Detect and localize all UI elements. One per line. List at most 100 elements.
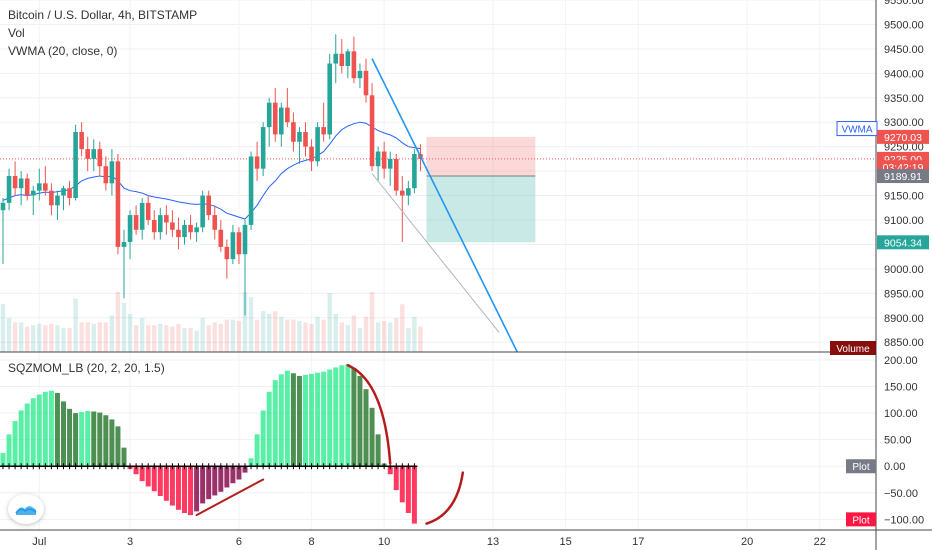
momentum-bar: [369, 407, 375, 467]
candle: [206, 190, 211, 220]
momentum-tick-label: 50.00: [884, 435, 912, 447]
momentum-bar: [61, 401, 66, 467]
candle-body: [188, 224, 193, 233]
candle-body: [254, 156, 260, 169]
price-tick-label: 9400.00: [884, 68, 924, 80]
volume-bar: [260, 311, 266, 352]
time-tick-label: 15: [560, 536, 572, 548]
volume-bar: [18, 322, 24, 352]
candle: [369, 83, 375, 172]
candle: [351, 36, 357, 84]
momentum-bar: [79, 412, 85, 467]
momentum-bar: [303, 374, 308, 467]
volume-bar: [182, 328, 187, 352]
squeeze-momentum-label: SQZMOM_LB (20, 2, 20, 1.5): [8, 361, 165, 375]
volume-indicator-label: Vol: [8, 26, 25, 40]
volume-bar: [12, 322, 18, 352]
momentum-bar: [224, 466, 230, 488]
candle-body: [145, 202, 151, 220]
candle-body: [351, 51, 357, 79]
candle-body: [285, 107, 290, 123]
candle: [133, 205, 139, 235]
price-tick-label: 9500.00: [884, 19, 924, 31]
candle: [254, 141, 260, 181]
candle: [85, 136, 90, 172]
momentum-tick-label: 0.00: [884, 461, 905, 473]
candle-body: [139, 202, 145, 230]
volume-bar: [242, 292, 248, 352]
candle-body: [30, 190, 36, 196]
candle-body: [321, 127, 326, 135]
volume-bar: [321, 319, 326, 352]
price-axis-background: [876, 0, 932, 550]
volume-bar: [200, 318, 205, 352]
candle: [188, 215, 193, 240]
momentum-bar: [200, 466, 206, 504]
candle: [375, 146, 381, 181]
candle: [248, 151, 254, 230]
time-tick-label: 10: [378, 536, 390, 548]
candle: [103, 156, 109, 191]
candle: [6, 168, 12, 211]
candle: [291, 112, 296, 152]
volume-bar: [139, 318, 145, 352]
candle-body: [79, 132, 84, 150]
candle-body: [248, 156, 254, 225]
candle-body: [73, 132, 78, 198]
momentum-bar: [321, 371, 327, 467]
candle: [321, 102, 326, 142]
candle: [357, 63, 363, 88]
candle-body: [12, 176, 18, 189]
time-tick-label: 20: [741, 536, 753, 548]
momentum-bar: [6, 434, 12, 467]
candle: [55, 190, 60, 220]
candle-body: [133, 215, 139, 230]
momentum-bar: [24, 403, 30, 467]
volume-bar: [91, 323, 96, 352]
candle-body: [369, 95, 375, 167]
candle: [400, 176, 405, 242]
vwma-line: [2, 121, 421, 220]
candle-body: [0, 202, 6, 211]
volume-bar: [97, 322, 102, 352]
volume-bar: [67, 328, 72, 352]
candle: [297, 127, 302, 164]
momentum-bar: [375, 434, 381, 467]
volume-bar: [345, 325, 351, 352]
candle: [12, 161, 18, 196]
plot-badge: [846, 459, 876, 474]
price-tick-label: 9250.00: [884, 142, 924, 154]
momentum-bar: [42, 391, 48, 467]
momentum-bar: [175, 466, 181, 510]
time-tick-label: 3: [127, 536, 133, 548]
candle: [345, 48, 351, 79]
momentum-tick-label: −50.00: [884, 488, 918, 500]
candle-body: [61, 188, 66, 196]
tradingview-logo-icon[interactable]: [8, 494, 44, 524]
candle: [285, 88, 290, 128]
candle-body: [272, 102, 278, 135]
volume-bar: [381, 321, 387, 352]
momentum-bar: [182, 466, 187, 513]
momentum-bar: [345, 364, 351, 467]
candle: [381, 141, 387, 179]
candle-body: [109, 161, 115, 184]
volume-bar: [394, 318, 399, 352]
candle: [97, 141, 103, 176]
candle-body: [170, 222, 175, 230]
volume-bar: [85, 322, 90, 352]
momentum-bar: [351, 367, 357, 467]
volume-bar: [333, 314, 338, 352]
volume-bar: [55, 325, 60, 352]
momentum-bar: [139, 466, 145, 482]
momentum-bar: [357, 375, 363, 467]
candle: [327, 53, 332, 140]
volume-bar: [31, 325, 36, 352]
price-badge: [877, 235, 929, 250]
candle-body: [164, 215, 169, 223]
price-tick-label: 9000.00: [884, 264, 924, 276]
momentum-bar: [230, 466, 236, 484]
volume-bar: [164, 325, 169, 352]
candle: [79, 122, 84, 157]
